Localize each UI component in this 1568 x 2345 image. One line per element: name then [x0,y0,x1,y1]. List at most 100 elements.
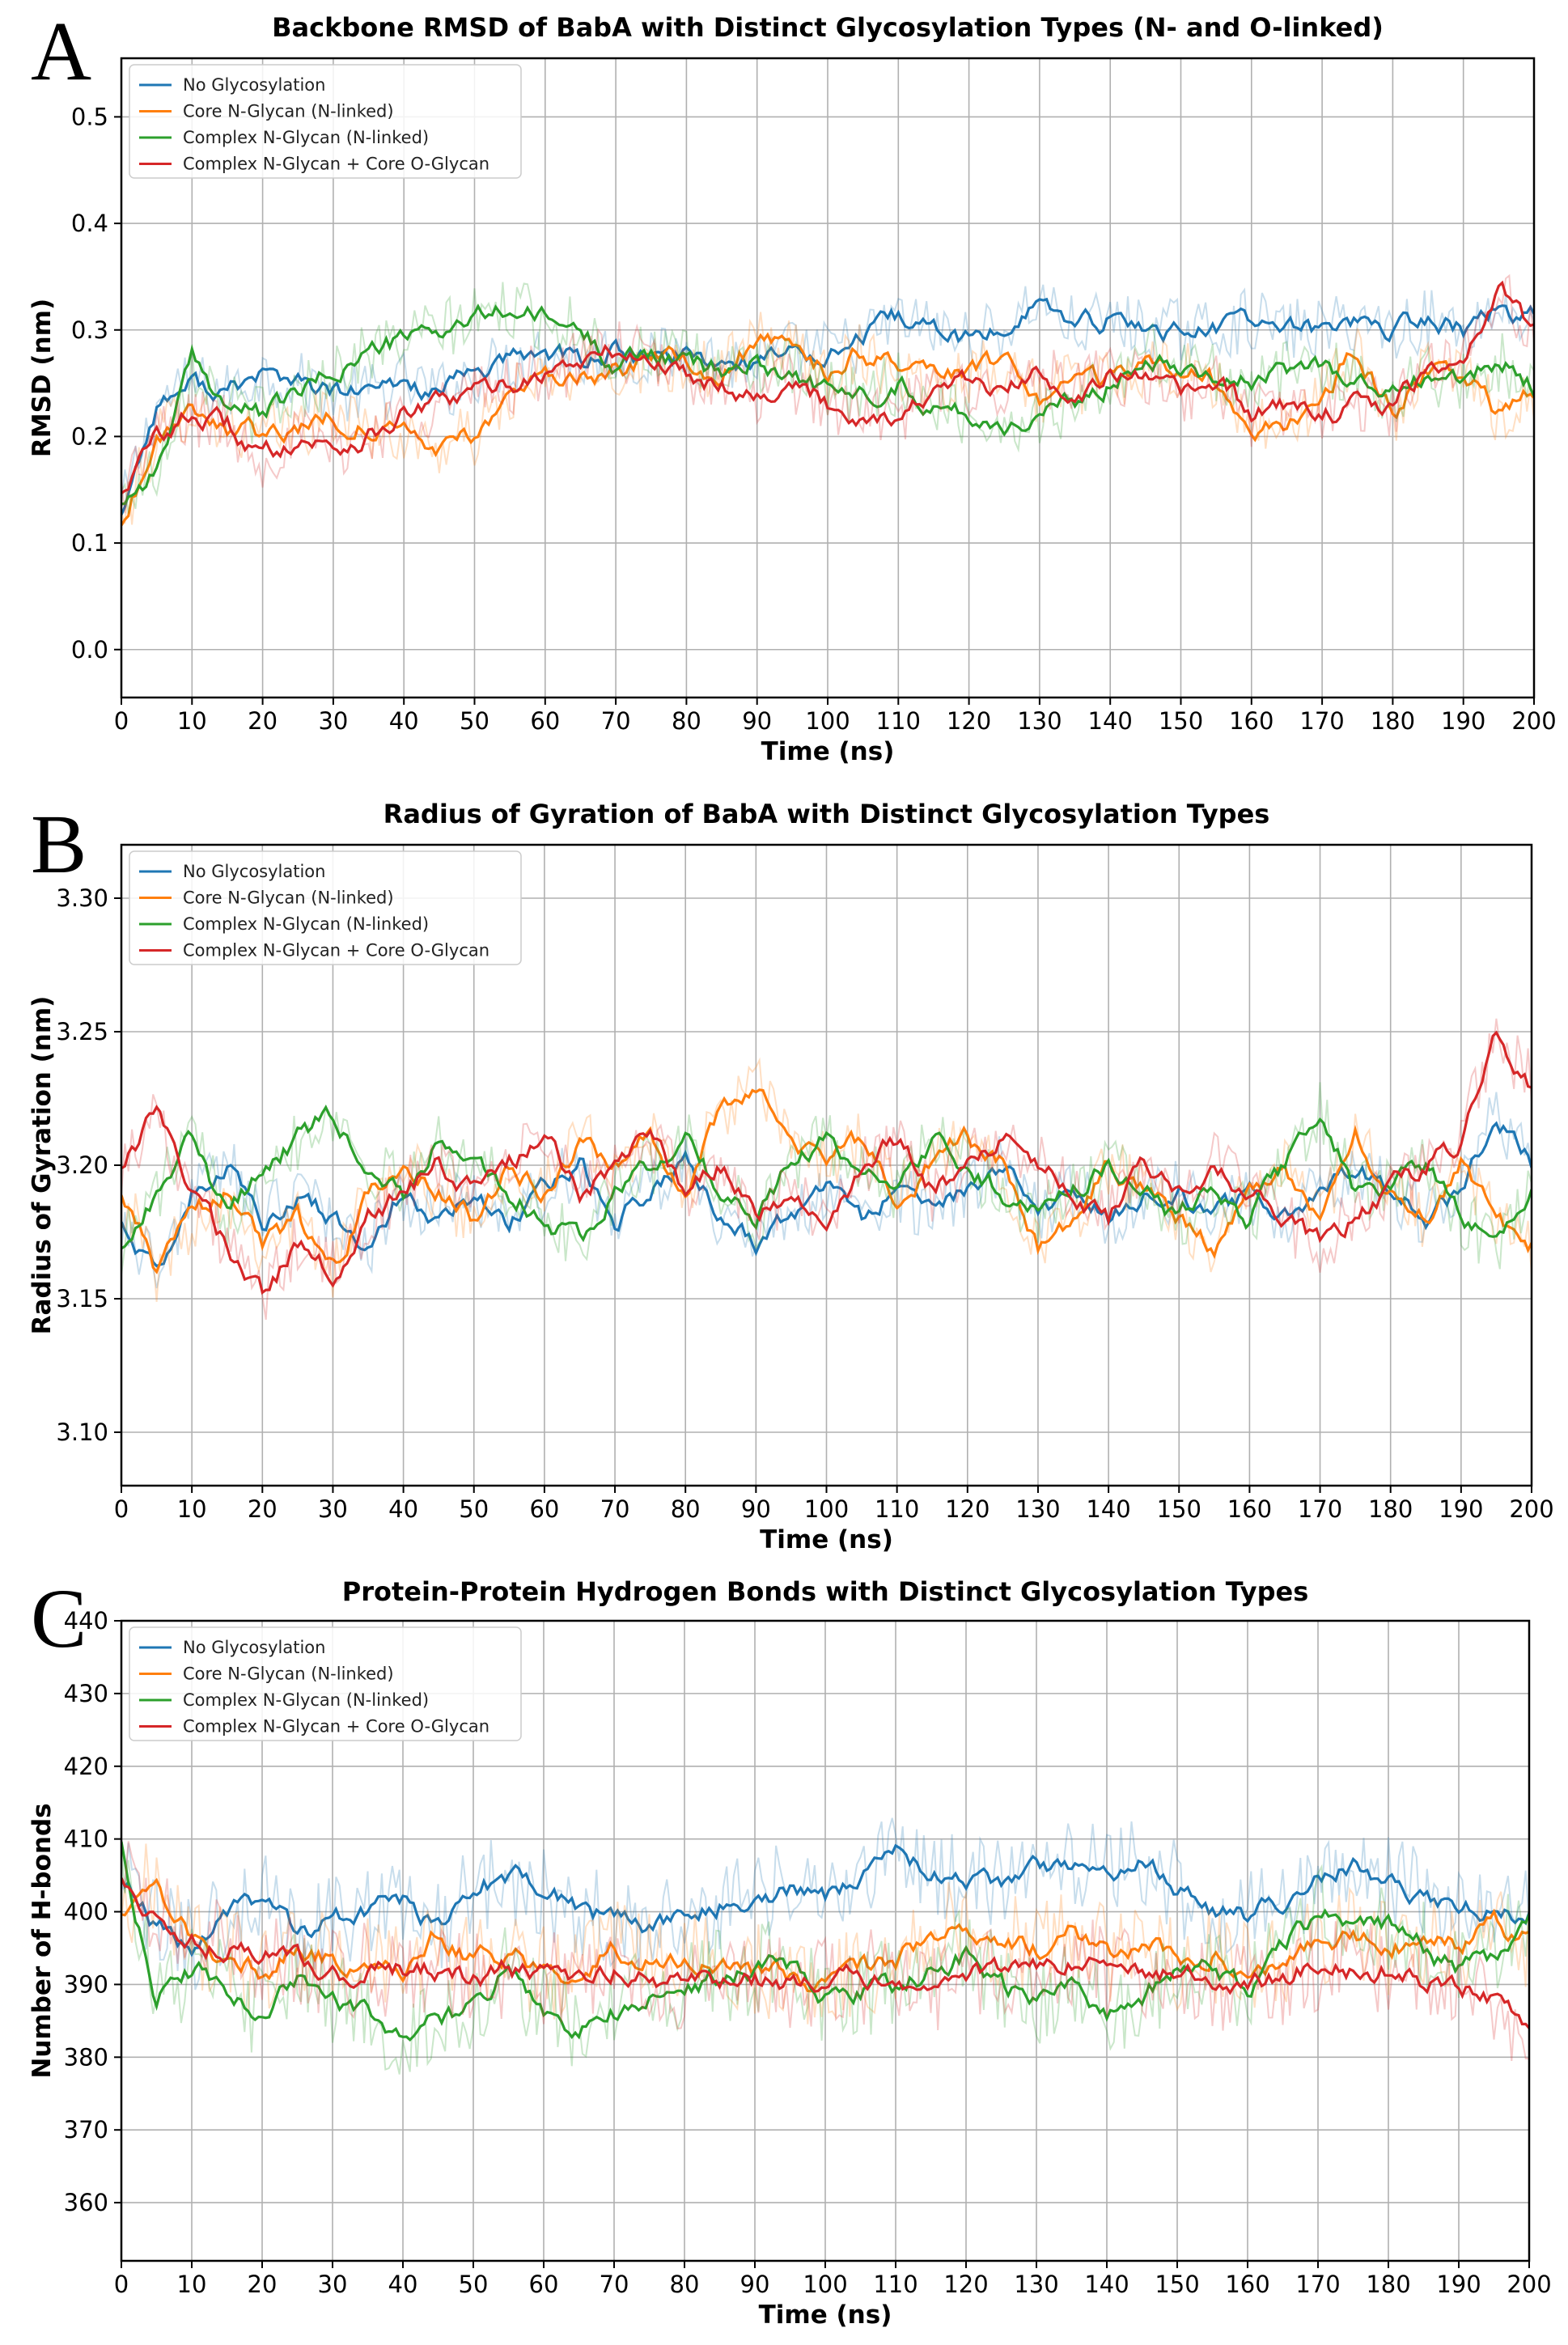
x-tick-label: 90 [742,707,772,735]
x-tick-label: 60 [529,1495,559,1523]
series-raw-trace [121,1843,1529,2025]
x-tick-label: 190 [1441,707,1485,735]
chart-title: Radius of Gyration of BabA with Distinct… [384,799,1270,829]
legend: No Glycosylation Core N-Glycan (N-linked)… [129,64,522,179]
series-line [121,280,1534,494]
x-tick-label: 110 [875,1495,919,1523]
x-tick-label: 150 [1155,2271,1199,2298]
x-tick-label: 80 [671,1495,701,1523]
x-tick-label: 80 [672,707,701,735]
series-raw-trace [121,282,1534,514]
x-axis-label: Time (ns) [759,2300,892,2330]
series-line [121,1843,1529,1957]
x-tick-label: 30 [318,707,348,735]
x-tick-label: 50 [459,1495,489,1523]
x-tick-label: 70 [600,2271,629,2298]
plot-area [121,1018,1532,1320]
x-tick-label: 50 [460,707,489,735]
x-tick-label: 0 [114,2271,129,2298]
y-tick-label: 360 [64,2189,108,2216]
x-tick-label: 20 [248,1495,278,1523]
x-tick-label: 80 [670,2271,700,2298]
x-tick-label: 130 [1017,707,1062,735]
series-raw-trace [121,1018,1532,1320]
series-line [121,1105,1532,1250]
series-raw-trace [121,1082,1532,1275]
legend-entry: No Glycosylation [183,1638,325,1657]
series-line [121,1088,1532,1274]
x-tick-label: 10 [177,2271,207,2298]
x-tick-label: 170 [1295,2271,1340,2298]
x-tick-label: 200 [1509,1495,1553,1523]
x-tick-label: 160 [1225,2271,1269,2298]
chart-panel-a: A Backbone RMSD of BabA with Distinct Gly… [28,5,1557,766]
series-raw-trace [121,1057,1532,1302]
x-tick-label: 160 [1227,1495,1272,1523]
series-raw-trace [121,1846,1529,2075]
legend-frame [129,64,522,179]
x-tick-label: 200 [1507,2271,1551,2298]
x-tick-label: 160 [1229,707,1273,735]
series-line [121,332,1534,527]
x-tick-label: 150 [1157,1495,1201,1523]
y-tick-label: 0.2 [71,422,108,450]
series-line [121,1877,1529,1993]
y-tick-label: 3.25 [56,1018,108,1045]
y-tick-label: 0.5 [71,103,108,130]
legend-entry: No Glycosylation [183,862,325,881]
legend-entry: Core N-Glycan (N-linked) [183,102,394,121]
x-tick-label: 100 [804,1495,849,1523]
legend: No Glycosylation Core N-Glycan (N-linked)… [129,1626,522,1741]
x-tick-label: 70 [601,707,631,735]
legend-entry: Complex N-Glycan + Core O-Glycan [183,1717,489,1736]
y-tick-label: 3.30 [56,884,108,912]
legend-entry: No Glycosylation [183,75,325,95]
plot-area [121,1817,1529,2075]
y-tick-label: 3.15 [56,1285,108,1312]
chart-panel-b: B Radius of Gyration of BabA with Distinc… [28,798,1554,1554]
x-tick-label: 180 [1368,1495,1413,1523]
y-tick-label: 400 [64,1898,108,1926]
x-tick-label: 110 [873,2271,917,2298]
x-tick-label: 40 [389,707,419,735]
y-tick-label: 430 [64,1680,108,1707]
x-axis-label: Time (ns) [760,1525,893,1554]
x-tick-label: 190 [1436,2271,1481,2298]
y-tick-label: 0.4 [71,210,108,237]
series-line [121,303,1534,506]
x-tick-label: 100 [803,2271,847,2298]
y-axis-label: RMSD (nm) [28,299,57,457]
y-tick-label: 0.0 [71,636,108,664]
y-axis-label: Radius of Gyration (nm) [28,996,57,1335]
y-axis-label: Number of H-bonds [28,1803,57,2078]
x-tick-label: 130 [1015,1495,1060,1523]
panel-letter: C [31,1572,87,1665]
x-tick-label: 170 [1299,707,1344,735]
x-tick-label: 90 [740,2271,770,2298]
y-tick-label: 3.10 [56,1418,108,1446]
x-tick-label: 130 [1014,2271,1058,2298]
y-tick-label: 420 [64,1753,108,1780]
series-line [121,1030,1532,1295]
x-tick-label: 30 [318,2271,348,2298]
x-axis-label: Time (ns) [761,737,895,766]
series-line [121,1877,1529,2029]
y-tick-label: 390 [64,1970,108,1998]
x-tick-label: 70 [600,1495,630,1523]
y-tick-label: 3.20 [56,1151,108,1179]
x-tick-label: 10 [177,707,207,735]
legend-entry: Complex N-Glycan + Core O-Glycan [183,155,489,174]
chart-panel-c: C Protein-Protein Hydrogen Bonds with Dis… [28,1572,1552,2330]
x-tick-label: 120 [945,1495,990,1523]
y-tick-label: 410 [64,1826,108,1853]
x-tick-label: 110 [876,707,921,735]
panel-letter: B [31,798,87,891]
x-tick-label: 60 [530,707,560,735]
legend-frame [129,850,522,965]
series-line [121,1841,1529,2042]
x-tick-label: 90 [741,1495,771,1523]
series-raw-trace [121,284,1534,503]
x-tick-label: 0 [114,1495,129,1523]
x-tick-label: 20 [248,2271,278,2298]
